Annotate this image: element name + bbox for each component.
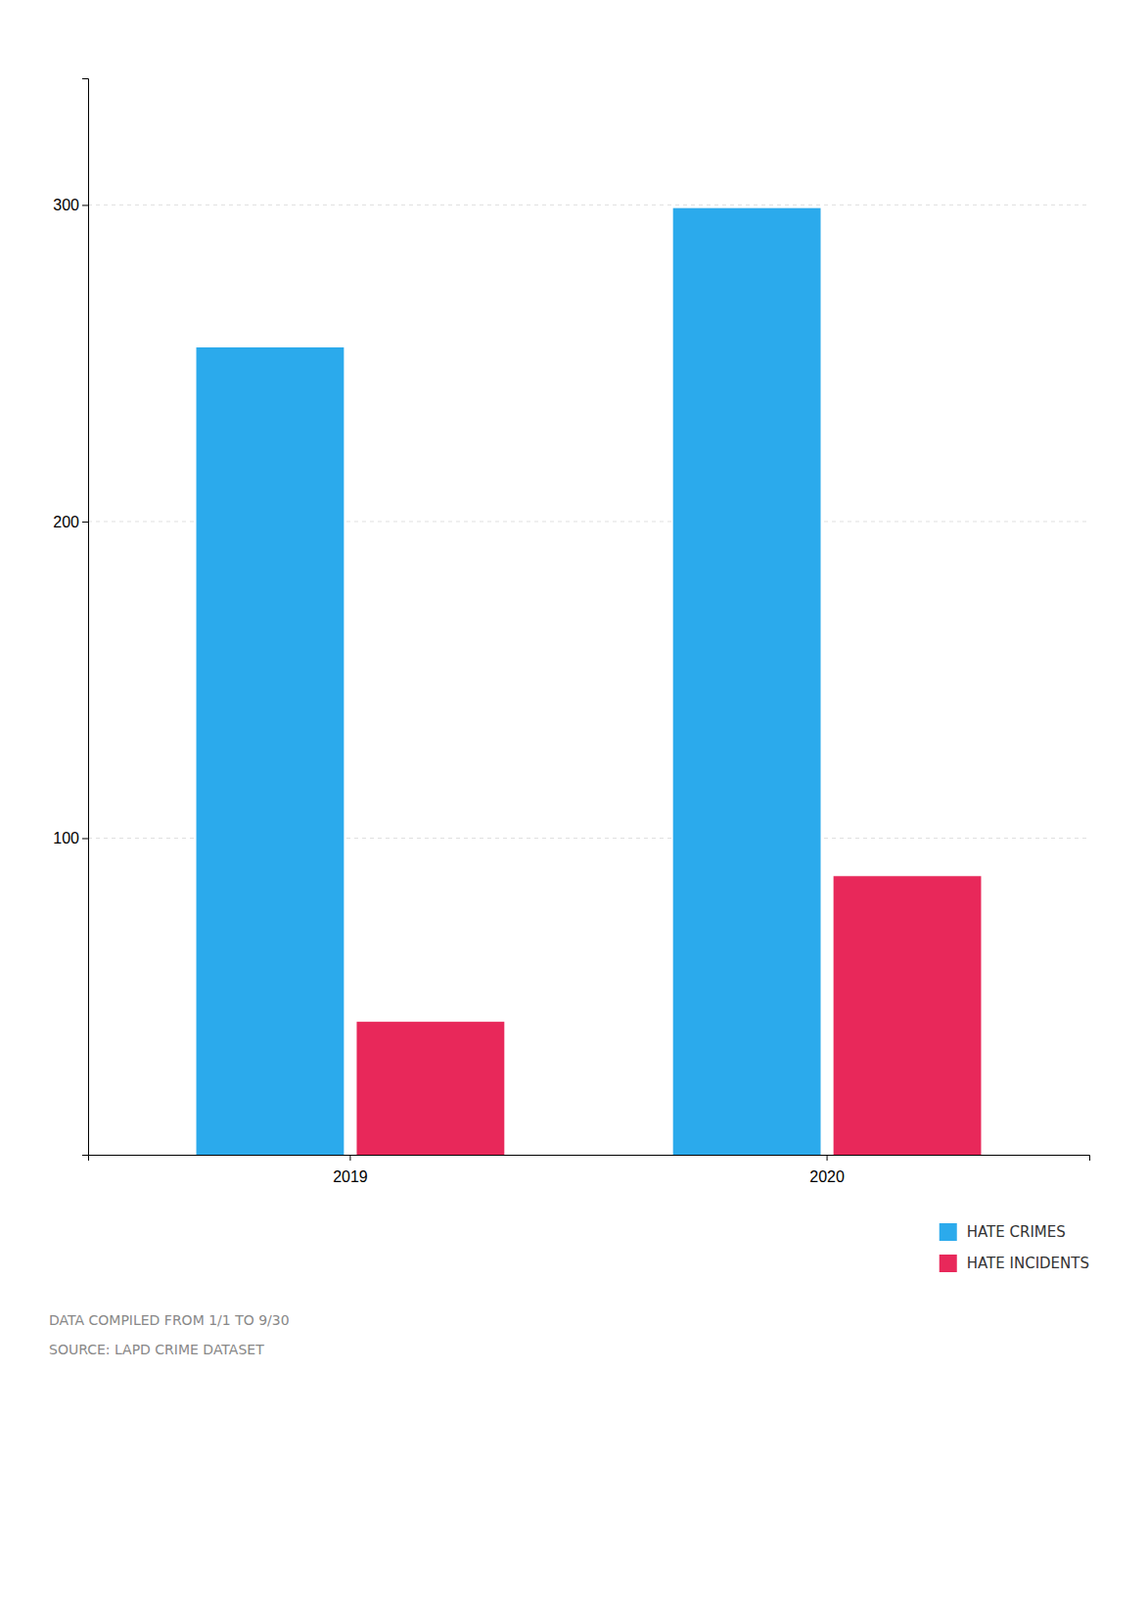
y-tick: 100 [52, 829, 89, 847]
legend: HATE CRIMES HATE INCIDENTS [939, 1223, 1090, 1273]
y-tick: 200 [52, 513, 89, 531]
y-tick-label: 200 [52, 513, 80, 531]
bar-series [356, 875, 981, 1155]
footnote: SOURCE: LAPD CRIME DATASET [48, 1341, 265, 1358]
legend-item: HATE INCIDENTS [939, 1254, 1090, 1273]
x-tick-mark [349, 1154, 351, 1161]
legend-label: HATE CRIMES [966, 1223, 1066, 1241]
bar [673, 208, 822, 1155]
legend-swatch [939, 1223, 958, 1241]
grid-line [88, 204, 1090, 206]
x-axis: 2019 2020 [89, 1154, 1091, 1186]
x-tick: 2020 [809, 1154, 845, 1186]
legend-item: HATE CRIMES [939, 1223, 1066, 1241]
y-axis-line [82, 79, 90, 1156]
legend-label: HATE INCIDENTS [966, 1254, 1090, 1273]
bar [196, 347, 345, 1155]
bar-series [196, 208, 822, 1155]
x-axis-line [89, 1155, 1091, 1162]
x-tick-mark [826, 1154, 828, 1161]
y-tick-mark [82, 204, 89, 206]
footnotes: DATA COMPILED FROM 1/1 TO 9/30 SOURCE: LA… [48, 1312, 290, 1358]
legend-swatch [939, 1254, 958, 1273]
plot-area: 100 200 300 2019 2020 [52, 79, 1090, 1187]
chart-svg: 100 200 300 2019 2020 HATE CRIMES HATE INCIDEN… [0, 0, 1148, 1600]
bar [356, 1021, 505, 1155]
y-tick-label: 300 [52, 196, 80, 214]
x-tick-label: 2019 [332, 1168, 368, 1186]
y-axis: 100 200 300 [52, 79, 89, 1156]
footnote: DATA COMPILED FROM 1/1 TO 9/30 [48, 1312, 290, 1329]
y-tick-mark [82, 837, 89, 839]
bars [196, 208, 982, 1155]
bar [833, 875, 982, 1155]
y-tick-label: 100 [52, 829, 80, 847]
x-tick-label: 2020 [809, 1168, 845, 1186]
y-tick: 300 [52, 196, 89, 214]
x-tick: 2019 [332, 1154, 368, 1186]
y-tick-mark [82, 521, 89, 523]
